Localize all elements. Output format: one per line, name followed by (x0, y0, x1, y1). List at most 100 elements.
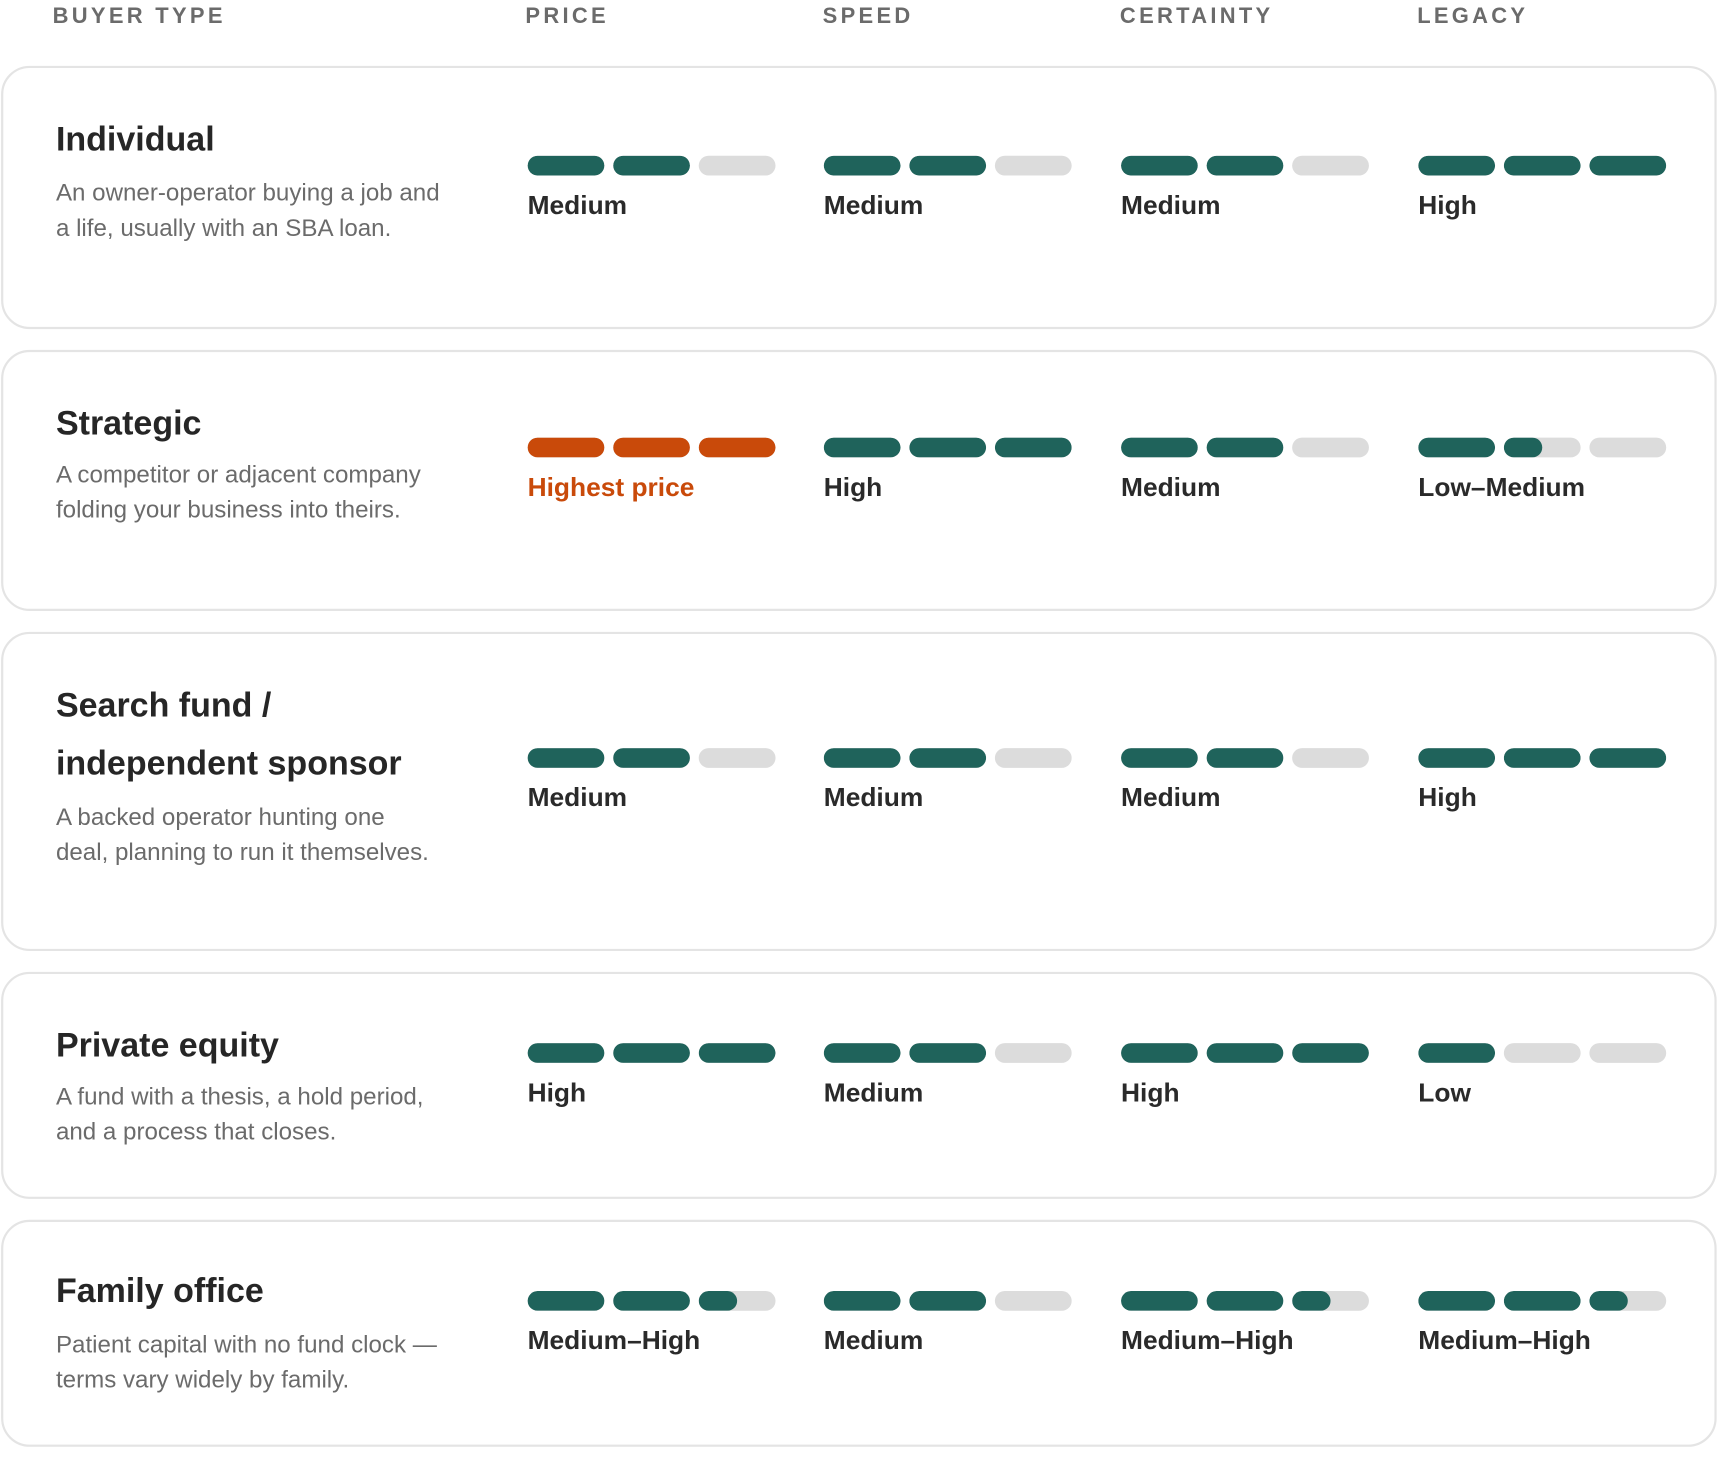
rating-fill (1418, 1291, 1496, 1311)
metric-price: Medium (527, 748, 778, 813)
rating-bar (823, 748, 1074, 768)
rating-label: Medium (823, 190, 924, 221)
rating-fill (698, 1291, 738, 1311)
rating-bar (527, 1291, 778, 1311)
metric-speed: Medium (823, 748, 1074, 813)
rating-fill (613, 1043, 690, 1063)
metric-legacy: Low (1418, 1043, 1668, 1108)
buyer-title: Family office (55, 1271, 264, 1310)
rating-fill (1121, 1291, 1198, 1311)
rating-bar (1121, 1291, 1371, 1311)
buyer-description: A competitor or adjacent company folding… (55, 460, 421, 524)
column-header: BUYER TYPE PRICE SPEED CERTAINTY LEGACY (0, 0, 1720, 44)
rating-segment (1503, 1291, 1581, 1311)
header-buyer-type: BUYER TYPE (52, 4, 226, 29)
buyer-description: An owner-operator buying a job and a lif… (55, 178, 440, 242)
rating-fill (1206, 1043, 1284, 1063)
rating-bar (1121, 748, 1371, 768)
rating-segment (1503, 748, 1581, 768)
rating-segment (1121, 1291, 1198, 1311)
header-legacy: LEGACY (1417, 4, 1529, 29)
rating-fill (1589, 155, 1667, 176)
rating-segment (1589, 155, 1667, 176)
rating-fill (909, 748, 987, 768)
rating-segment (527, 748, 605, 768)
rating-segment (1121, 1043, 1198, 1063)
rating-fill (994, 437, 1072, 458)
rating-label: Medium–High (1418, 1326, 1591, 1356)
rating-segment (994, 155, 1072, 176)
header-certainty: CERTAINTY (1119, 4, 1274, 29)
rating-segment (1292, 1043, 1369, 1063)
metric-speed: Medium (823, 155, 1074, 220)
rating-fill (1589, 1291, 1628, 1311)
rating-segment (1418, 1291, 1496, 1311)
metric-certainty: Medium (1121, 437, 1371, 502)
metric-speed: High (823, 437, 1074, 502)
metric-legacy: High (1418, 748, 1668, 813)
rating-segment (1418, 437, 1496, 458)
rating-segment (823, 1291, 901, 1311)
rating-fill (1418, 1043, 1496, 1063)
metric-certainty: High (1121, 1043, 1371, 1108)
rating-segment (527, 1043, 605, 1063)
rating-bar (823, 437, 1074, 458)
rating-fill (1503, 1291, 1581, 1311)
metric-speed: Medium (823, 1291, 1074, 1356)
rating-segment (823, 437, 901, 458)
rating-segment (909, 155, 987, 176)
rating-bar (823, 1291, 1074, 1311)
rating-fill (527, 748, 605, 768)
rating-segment (1121, 748, 1198, 768)
rating-bar (527, 748, 778, 768)
rating-fill (909, 1043, 987, 1063)
rating-label: Low (1418, 1078, 1471, 1108)
rating-segment (909, 437, 987, 458)
rating-fill (909, 437, 987, 458)
rating-fill (1589, 748, 1667, 768)
rating-bar (527, 1043, 778, 1063)
rating-segment (1121, 437, 1198, 458)
rating-bar (823, 1043, 1074, 1063)
metric-price: Medium (527, 155, 778, 220)
rating-fill (1121, 1043, 1198, 1063)
rating-segment (1589, 437, 1667, 458)
rating-segment (1418, 1043, 1496, 1063)
rating-segment (1292, 437, 1369, 458)
rating-bar (1121, 437, 1371, 458)
rating-fill (698, 437, 776, 458)
rating-segment (994, 1043, 1072, 1063)
rating-segment (698, 748, 776, 768)
rating-segment (1206, 1043, 1284, 1063)
metric-legacy: High (1418, 155, 1668, 220)
rating-fill (823, 437, 901, 458)
rating-label: Medium (1121, 472, 1221, 503)
rating-bar (1418, 748, 1668, 768)
rating-label: Medium (1121, 783, 1221, 813)
rating-fill (909, 155, 987, 176)
rating-segment (613, 1291, 690, 1311)
rating-label: Medium (823, 1078, 924, 1108)
buyer-title: Search fund / independent sponsor (55, 685, 402, 783)
metric-legacy: Low–Medium (1418, 437, 1668, 502)
rating-fill (1503, 748, 1581, 768)
buyer-description: A backed operator hunting one deal, plan… (55, 802, 429, 866)
rating-fill (527, 437, 605, 458)
rating-fill (613, 155, 690, 176)
rating-segment (1418, 748, 1496, 768)
rating-segment (1589, 748, 1667, 768)
rating-label: Low–Medium (1418, 472, 1586, 503)
rating-fill (823, 748, 901, 768)
buyer-description: Patient capital with no fund clock — ter… (55, 1330, 437, 1394)
rating-segment (1292, 748, 1369, 768)
metric-legacy: Medium–High (1418, 1291, 1668, 1356)
buyer-title: Private equity (55, 1025, 279, 1064)
rating-segment (1503, 437, 1581, 458)
rating-fill (1418, 437, 1496, 458)
rating-segment (823, 748, 901, 768)
rating-fill (1121, 155, 1198, 176)
rating-segment (613, 437, 690, 458)
rating-fill (613, 437, 690, 458)
rating-fill (1418, 748, 1496, 768)
buyer-description: A fund with a thesis, a hold period, and… (55, 1082, 424, 1146)
